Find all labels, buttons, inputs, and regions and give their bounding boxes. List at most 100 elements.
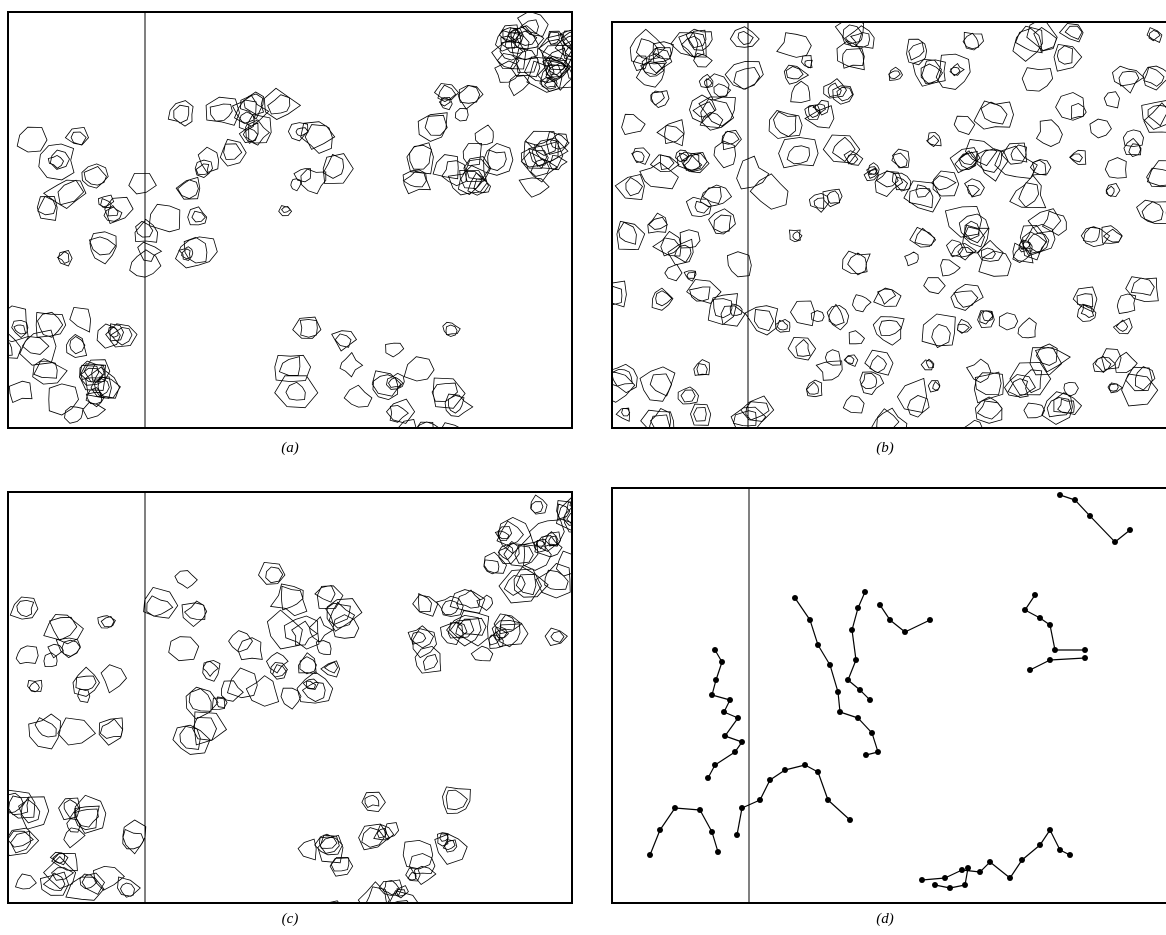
density-contour [556, 551, 581, 576]
density-contour [877, 171, 899, 187]
density-contour [922, 60, 946, 84]
density-contour [224, 144, 242, 160]
density-contour [964, 227, 985, 247]
density-contour [879, 320, 901, 335]
density-contour [22, 337, 49, 355]
density-contour [650, 374, 671, 396]
density-contour [0, 854, 5, 865]
density-contour [924, 278, 946, 294]
density-contour [39, 144, 74, 180]
atom [965, 865, 971, 871]
atom [877, 602, 883, 608]
density-contour [870, 356, 887, 373]
density-contour [505, 32, 529, 53]
atom [757, 797, 763, 803]
density-contour [75, 795, 106, 833]
density-contour [74, 809, 98, 827]
density-contour [699, 97, 736, 126]
density-contour [50, 617, 77, 640]
density-contour [435, 834, 467, 864]
density-contour [413, 595, 438, 616]
density-contour [851, 33, 870, 48]
density-contour [1093, 357, 1116, 372]
atom [875, 749, 881, 755]
density-contour [1036, 347, 1071, 371]
density-contour [787, 146, 809, 164]
density-contour [433, 378, 465, 408]
atom [722, 733, 728, 739]
density-contour [945, 207, 981, 238]
density-contour [58, 251, 72, 267]
density-contour [82, 873, 104, 894]
density-contour [288, 123, 307, 141]
density-contour [865, 350, 893, 375]
density-contour [653, 231, 681, 256]
atom [1057, 847, 1063, 853]
density-contour [814, 198, 824, 209]
density-contour [1005, 375, 1036, 397]
bond [712, 832, 718, 852]
density-contour [76, 676, 96, 691]
density-contour [700, 185, 731, 207]
density-contour [1142, 202, 1163, 222]
density-contour [0, 404, 2, 413]
density-contour [0, 402, 6, 416]
atom [857, 687, 863, 693]
atom [845, 677, 851, 683]
density-contour [238, 638, 262, 660]
density-contour [259, 562, 285, 584]
density-contour [93, 866, 124, 890]
density-contour [580, 504, 592, 514]
density-contour [999, 313, 1017, 330]
density-contour [981, 102, 1007, 124]
density-contour [90, 232, 116, 264]
density-contour [64, 800, 79, 818]
density-contour [300, 657, 317, 674]
density-contour [967, 359, 991, 382]
atom [855, 605, 861, 611]
atom [734, 832, 740, 838]
atom [919, 877, 925, 883]
density-contour [484, 552, 507, 573]
density-contour [17, 600, 34, 616]
density-contour [386, 343, 404, 357]
density-contour [303, 682, 326, 701]
density-contour [358, 882, 388, 912]
density-contour [537, 540, 545, 548]
atom [807, 617, 813, 623]
density-contour [456, 611, 489, 646]
panel-label: (c) [282, 911, 299, 927]
density-contour [975, 372, 1001, 395]
bond [848, 660, 856, 680]
density-contour [220, 139, 246, 166]
panel-label: (b) [876, 440, 894, 456]
density-contour [6, 828, 39, 856]
density-contour [714, 215, 731, 232]
density-contour [722, 131, 739, 144]
density-contour [210, 104, 232, 121]
density-contour [974, 101, 1013, 129]
panel-frame [8, 492, 572, 903]
density-contour [0, 306, 28, 342]
density-contour [827, 306, 849, 330]
density-contour [567, 59, 592, 79]
atom [835, 689, 841, 695]
density-contour [649, 217, 668, 229]
bond [858, 718, 872, 733]
density-contour [1147, 161, 1166, 186]
atom [647, 852, 653, 858]
bond [700, 810, 712, 832]
density-contour [410, 854, 435, 874]
density-contour [958, 319, 972, 332]
density-contour [286, 382, 305, 400]
density-contour [29, 682, 39, 692]
atom [1072, 497, 1078, 503]
density-contour [70, 307, 91, 332]
density-contour [65, 407, 84, 424]
density-contour [796, 340, 810, 357]
panel-d-map [647, 492, 1133, 891]
atom [767, 777, 773, 783]
density-contour [12, 320, 28, 337]
density-contour [442, 600, 459, 614]
density-contour [657, 120, 684, 146]
